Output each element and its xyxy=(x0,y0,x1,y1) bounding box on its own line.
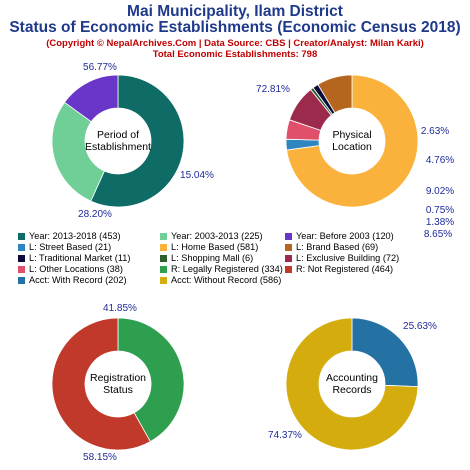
legend-label: L: Exclusive Building (72) xyxy=(296,253,400,263)
pct-label: 56.77% xyxy=(83,62,117,73)
legend-item: Year: 2003-2013 (225) xyxy=(160,231,263,241)
legend-item: L: Exclusive Building (72) xyxy=(285,253,399,263)
legend-swatch xyxy=(285,265,292,273)
pct-label: 2.63% xyxy=(421,126,449,137)
donut-hole xyxy=(85,108,151,174)
legend-label: Year: Before 2003 (120) xyxy=(296,231,394,241)
center-label: Registration xyxy=(90,372,146,384)
legend-swatch xyxy=(160,243,167,251)
legend-label: L: Street Based (21) xyxy=(29,242,112,252)
legend-swatch xyxy=(285,254,292,262)
legend-label: L: Shopping Mall (6) xyxy=(171,253,254,263)
donut-physical-location: 72.81% 2.63% 4.76% 9.02% 0.75%1.38%8.65% Phys… xyxy=(256,74,454,240)
total-establishments: Total Economic Establishments: 798 xyxy=(152,49,318,60)
center-label: Location xyxy=(332,141,372,153)
pct-label: 58.15% xyxy=(83,452,117,463)
legend-item: L: Shopping Mall (6) xyxy=(160,253,253,263)
legend-label: L: Other Locations (38) xyxy=(29,264,123,274)
donut-hole xyxy=(319,108,385,174)
legend-label: L: Brand Based (69) xyxy=(296,242,379,252)
legend-label: Year: 2013-2018 (453) xyxy=(29,231,121,241)
pct-label: 72.81% xyxy=(256,84,290,95)
legend-swatch xyxy=(160,276,167,284)
legend-item: Year: 2013-2018 (453) xyxy=(18,231,121,241)
legend-swatch xyxy=(18,254,25,262)
legend-item: Acct: Without Record (586) xyxy=(160,275,281,285)
legend-label: Acct: Without Record (586) xyxy=(171,275,282,285)
legend-item: L: Home Based (581) xyxy=(160,242,258,252)
legend-label: Year: 2003-2013 (225) xyxy=(171,231,263,241)
pct-label: 9.02% xyxy=(426,186,454,197)
pct-label: 8.65% xyxy=(424,229,452,240)
donut-hole xyxy=(319,351,385,417)
pct-label: 15.04% xyxy=(180,170,214,181)
legend-item: L: Other Locations (38) xyxy=(18,264,123,274)
legend-item: L: Brand Based (69) xyxy=(285,242,378,252)
legend-item: R: Legally Registered (334) xyxy=(160,264,283,274)
legend-item: Acct: With Record (202) xyxy=(18,275,127,285)
chart-title-line1: Mai Municipality, Ilam District xyxy=(127,3,343,20)
copyright-note: (Copyright © NepalArchives.Com | Data So… xyxy=(46,38,424,49)
legend-swatch xyxy=(160,265,167,273)
legend-swatch xyxy=(160,254,167,262)
donut-hole xyxy=(85,351,151,417)
legend-swatch xyxy=(18,232,25,240)
legend-label: L: Home Based (581) xyxy=(171,242,259,252)
pct-label: 0.75% xyxy=(426,205,454,216)
legend-swatch xyxy=(285,232,292,240)
pct-label: 4.76% xyxy=(426,155,454,166)
legend-label: R: Legally Registered (334) xyxy=(171,264,283,274)
legend-swatch xyxy=(18,243,25,251)
pct-label: 74.37% xyxy=(268,430,302,441)
legend-swatch xyxy=(285,243,292,251)
pct-label: 28.20% xyxy=(78,209,112,220)
center-label: Status xyxy=(103,384,133,396)
center-label: Accounting xyxy=(326,372,378,384)
legend-swatch xyxy=(18,276,25,284)
chart-title-line2: Status of Economic Establishments (Econo… xyxy=(9,19,461,36)
legend-label: L: Traditional Market (11) xyxy=(29,253,131,263)
legend-label: Acct: With Record (202) xyxy=(29,275,127,285)
pct-label: 41.85% xyxy=(103,303,137,314)
center-label: Establishment xyxy=(85,141,151,153)
legend-item: L: Traditional Market (11) xyxy=(18,253,130,263)
center-label: Period of xyxy=(97,129,139,141)
legend-item: L: Street Based (21) xyxy=(18,242,111,252)
pct-label: 1.38% xyxy=(426,217,454,228)
center-label: Physical xyxy=(332,129,371,141)
legend-label: R: Not Registered (464) xyxy=(296,264,394,274)
legend-swatch xyxy=(18,265,25,273)
center-label: Records xyxy=(332,384,371,396)
pct-label: 25.63% xyxy=(403,321,437,332)
legend-item: Year: Before 2003 (120) xyxy=(285,231,394,241)
legend-swatch xyxy=(160,232,167,240)
legend-item: R: Not Registered (464) xyxy=(285,264,393,274)
